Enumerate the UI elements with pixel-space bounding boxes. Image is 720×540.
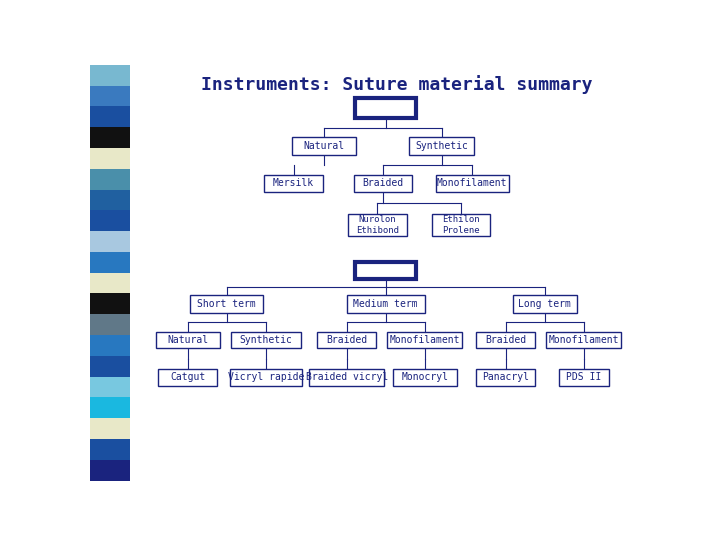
Bar xyxy=(90,294,130,314)
Text: Monofilament: Monofilament xyxy=(549,335,619,345)
FancyBboxPatch shape xyxy=(348,214,407,235)
Bar xyxy=(90,210,130,231)
FancyBboxPatch shape xyxy=(436,174,508,192)
FancyBboxPatch shape xyxy=(231,332,301,348)
Bar xyxy=(90,85,130,106)
Text: Panacryl: Panacryl xyxy=(482,373,529,382)
FancyBboxPatch shape xyxy=(158,369,217,386)
FancyBboxPatch shape xyxy=(410,137,474,154)
FancyBboxPatch shape xyxy=(190,295,263,313)
Bar xyxy=(90,168,130,190)
Bar xyxy=(90,252,130,273)
FancyBboxPatch shape xyxy=(355,98,416,118)
Text: Synthetic: Synthetic xyxy=(415,141,468,151)
Text: Natural: Natural xyxy=(167,335,208,345)
Text: Monofilament: Monofilament xyxy=(437,178,508,188)
Text: Braided: Braided xyxy=(326,335,367,345)
FancyBboxPatch shape xyxy=(292,137,356,154)
Bar xyxy=(90,314,130,335)
Text: Short term: Short term xyxy=(197,299,256,309)
Bar xyxy=(90,418,130,439)
Bar xyxy=(90,148,130,168)
FancyBboxPatch shape xyxy=(309,369,384,386)
Text: Braided vicryl: Braided vicryl xyxy=(305,373,388,382)
Text: Braided: Braided xyxy=(362,178,403,188)
FancyBboxPatch shape xyxy=(354,174,413,192)
Text: Nurolon
Ethibond: Nurolon Ethibond xyxy=(356,215,399,234)
Text: Instruments: Suture material summary: Instruments: Suture material summary xyxy=(201,75,593,94)
FancyBboxPatch shape xyxy=(432,214,490,235)
Bar xyxy=(90,439,130,460)
FancyBboxPatch shape xyxy=(477,369,535,386)
Bar xyxy=(90,356,130,377)
FancyBboxPatch shape xyxy=(355,262,416,279)
Bar xyxy=(90,106,130,127)
Bar xyxy=(90,65,130,85)
Text: Monofilament: Monofilament xyxy=(390,335,460,345)
FancyBboxPatch shape xyxy=(230,369,302,386)
Bar xyxy=(90,231,130,252)
Text: Monocryl: Monocryl xyxy=(401,373,449,382)
FancyBboxPatch shape xyxy=(387,332,462,348)
Text: Long term: Long term xyxy=(518,299,571,309)
FancyBboxPatch shape xyxy=(513,295,577,313)
FancyBboxPatch shape xyxy=(347,295,425,313)
Text: Ethilon
Prolene: Ethilon Prolene xyxy=(442,215,480,234)
Text: Natural: Natural xyxy=(304,141,345,151)
FancyBboxPatch shape xyxy=(392,369,457,386)
Bar xyxy=(90,127,130,148)
Text: Synthetic: Synthetic xyxy=(239,335,292,345)
Bar xyxy=(90,460,130,481)
Text: Braided: Braided xyxy=(485,335,526,345)
Bar xyxy=(90,397,130,418)
FancyBboxPatch shape xyxy=(559,369,609,386)
FancyBboxPatch shape xyxy=(546,332,621,348)
FancyBboxPatch shape xyxy=(477,332,535,348)
FancyBboxPatch shape xyxy=(156,332,220,348)
Bar xyxy=(90,335,130,356)
Text: Catgut: Catgut xyxy=(170,373,205,382)
Text: Vicryl rapide: Vicryl rapide xyxy=(228,373,304,382)
Bar xyxy=(90,273,130,294)
Text: Mersilk: Mersilk xyxy=(273,178,314,188)
FancyBboxPatch shape xyxy=(264,174,323,192)
FancyBboxPatch shape xyxy=(318,332,376,348)
Text: PDS II: PDS II xyxy=(566,373,601,382)
Bar xyxy=(90,377,130,397)
Text: Medium term: Medium term xyxy=(354,299,418,309)
Bar xyxy=(90,190,130,211)
